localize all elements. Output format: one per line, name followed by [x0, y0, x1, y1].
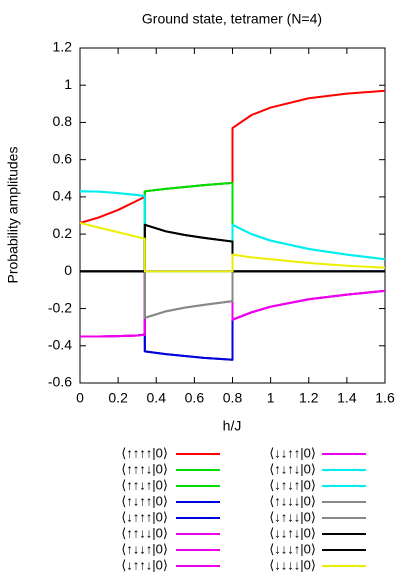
x-tick-label: 0.2	[108, 390, 128, 406]
chart-title: Ground state, tetramer (N=4)	[142, 11, 322, 27]
y-tick-label: 0.2	[53, 225, 73, 241]
x-tick-label: 0.8	[223, 390, 243, 406]
x-tick-label: 0.4	[147, 390, 167, 406]
legend-label: ⟨↓↓↑↑|0⟩	[269, 445, 316, 460]
x-axis-label: h/J	[223, 418, 242, 434]
legend-label: ⟨↓↑↑↓|0⟩	[121, 557, 168, 572]
y-tick-label: 0.8	[53, 113, 73, 129]
legend-label: ⟨↓↓↑↓|0⟩	[269, 525, 316, 540]
y-tick-label: 0.6	[53, 150, 73, 166]
y-tick-label: -0.6	[48, 374, 72, 390]
y-tick-label: 0.4	[53, 188, 73, 204]
x-tick-label: 1.6	[375, 390, 395, 406]
x-tick-label: 1.4	[337, 390, 357, 406]
legend-label: ⟨↑↓↑↑|0⟩	[121, 493, 168, 508]
legend-label: ⟨↓↑↑↑|0⟩	[121, 509, 168, 524]
legend-label: ⟨↑↓↓↓|0⟩	[269, 493, 316, 508]
y-tick-label: -0.2	[48, 299, 72, 315]
x-tick-label: 1	[267, 390, 275, 406]
x-tick-label: 0	[76, 390, 84, 406]
legend-label: ⟨↑↑↓↓|0⟩	[121, 525, 168, 540]
legend-label: ⟨↑↑↑↓|0⟩	[121, 461, 168, 476]
y-tick-label: -0.4	[48, 336, 72, 352]
x-tick-label: 1.2	[299, 390, 319, 406]
legend-label: ⟨↑↓↓↑|0⟩	[121, 541, 168, 556]
y-tick-label: 1	[64, 76, 72, 92]
series-line	[79, 221, 386, 273]
x-tick-label: 0.6	[185, 390, 205, 406]
legend-label: ⟨↓↑↓↑|0⟩	[269, 477, 316, 492]
legend-label: ⟨↓↑↓↓|0⟩	[269, 509, 316, 524]
y-tick-label: 0	[64, 262, 72, 278]
legend-label: ⟨↓↓↓↓|0⟩	[269, 557, 316, 572]
legend-label: ⟨↑↑↓↑|0⟩	[121, 477, 168, 492]
legend-label: ⟨↑↓↑↓|0⟩	[269, 461, 316, 476]
legend-label: ⟨↑↑↑↑|0⟩	[121, 445, 168, 460]
legend-label: ⟨↓↓↓↑|0⟩	[269, 541, 316, 556]
series-line	[80, 223, 385, 273]
y-tick-label: 1.2	[53, 39, 73, 55]
y-axis-label: Probability amplitudes	[5, 147, 21, 284]
